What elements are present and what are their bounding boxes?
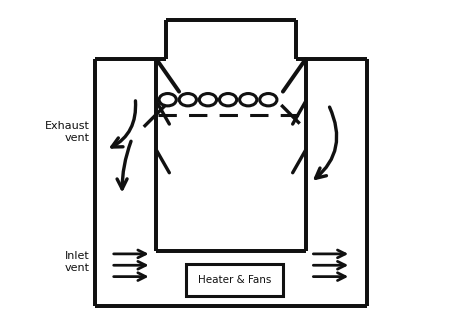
FancyArrowPatch shape [112,101,136,147]
Text: Exhaust
vent: Exhaust vent [45,121,90,143]
Bar [186,264,283,296]
FancyArrowPatch shape [316,107,337,178]
FancyArrowPatch shape [117,141,131,189]
Text: Heater & Fans: Heater & Fans [198,275,271,285]
Text: Inlet
vent: Inlet vent [65,251,90,273]
